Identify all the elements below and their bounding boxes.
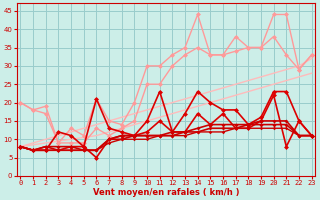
X-axis label: Vent moyen/en rafales ( km/h ): Vent moyen/en rafales ( km/h ): [93, 188, 239, 197]
